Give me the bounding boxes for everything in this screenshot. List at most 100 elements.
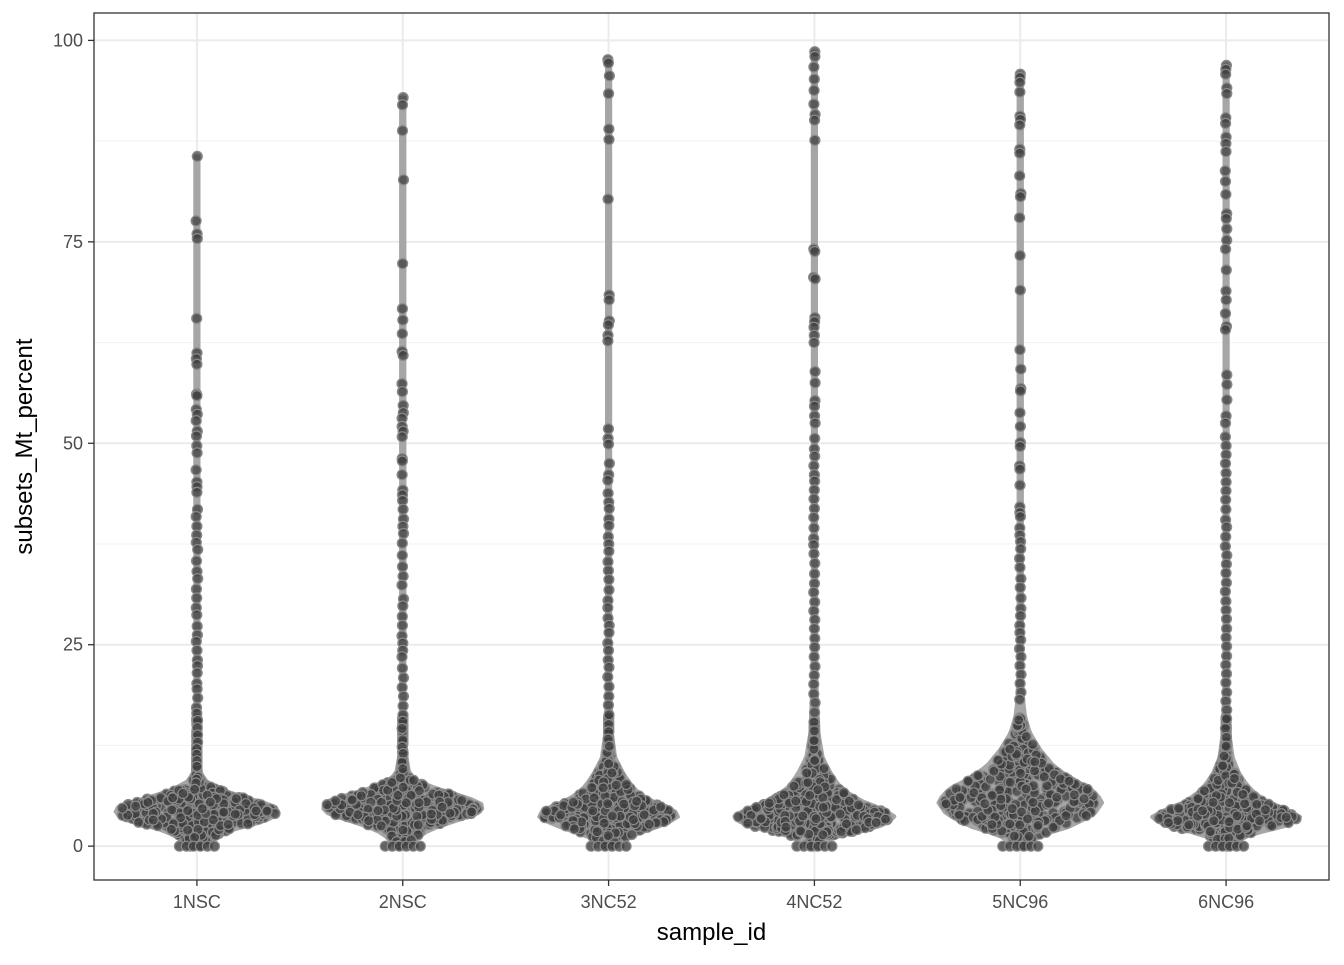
data-point [810,813,822,825]
data-point [597,782,609,794]
data-point [425,808,437,820]
data-point [396,455,408,467]
data-point [456,794,468,807]
data-point [953,809,965,821]
data-point [598,817,610,829]
data-point [1020,731,1032,743]
data-point [1223,815,1235,828]
data-point [1078,793,1090,805]
data-point [588,792,600,804]
data-point [809,273,821,285]
data-point [843,795,855,807]
data-point [396,431,408,443]
data-point [1068,789,1080,801]
data-point [397,258,409,270]
data-point [809,377,821,389]
data-point [972,770,984,782]
x-tick-label: 5NC96 [992,892,1048,912]
data-point [986,818,998,831]
data-point [192,692,204,704]
data-point [1008,830,1020,842]
data-point [396,651,408,663]
data-point [396,303,408,315]
y-tick-label: 0 [73,836,83,856]
data-point [962,775,974,787]
data-point [397,174,410,186]
data-point [192,543,204,556]
points-4NC52 [732,46,893,852]
data-point [817,829,829,841]
data-point [191,667,203,679]
data-point [790,795,802,807]
data-point [396,328,408,340]
data-point [1014,76,1026,88]
data-point [1026,738,1039,751]
x-tick-label: 3NC52 [581,892,637,912]
data-point [627,813,640,826]
data-point [436,801,448,813]
data-point [1196,805,1209,817]
data-point [1172,814,1184,827]
data-point [1014,385,1027,397]
data-point [1280,811,1292,823]
data-point [809,557,821,569]
data-point [979,798,991,810]
data-point [809,697,821,709]
data-point [229,808,241,820]
data-point [1014,191,1027,203]
data-point [1013,212,1026,224]
data-point [1032,819,1044,832]
data-point [602,829,614,842]
data-point [1006,802,1018,815]
data-point [412,819,424,831]
data-point [968,787,980,799]
data-point [808,61,820,73]
data-point [1223,797,1236,809]
data-point [586,781,598,794]
data-point [1220,264,1232,276]
data-point [808,493,820,505]
data-point [392,789,404,801]
data-point [750,801,763,814]
data-point [601,797,614,810]
points-3NC52 [539,54,678,852]
data-point [1238,798,1251,810]
data-point [1047,821,1059,833]
data-point [346,794,358,806]
data-point [802,776,814,789]
data-point [230,792,242,805]
data-point [208,840,220,852]
data-point [1014,463,1026,475]
x-axis-title: sample_id [657,919,766,946]
data-point [166,804,178,816]
data-point [808,568,821,580]
data-point [808,678,820,690]
data-point [818,762,830,775]
data-point [808,622,821,635]
data-point [191,390,203,402]
data-point [191,447,203,459]
data-point [603,519,615,532]
y-tick-label: 75 [63,232,83,252]
data-point [133,816,145,828]
data-point [192,572,204,585]
data-point [191,609,203,621]
data-point [396,386,408,398]
data-point [603,502,615,515]
data-point [191,312,203,324]
data-point [603,133,615,146]
data-point [602,474,614,486]
data-point [1220,212,1232,225]
data-point [808,734,820,747]
x-tick-label: 6NC96 [1198,892,1254,912]
data-point [396,125,409,137]
y-tick-label: 100 [53,30,83,50]
data-point [940,798,952,810]
data-point [1032,840,1044,852]
y-axis-title: subsets_Mt_percent [11,338,38,554]
data-point [808,651,820,663]
data-point [465,806,478,818]
data-point [808,114,821,126]
data-point [1014,420,1027,432]
data-point [1014,693,1026,706]
